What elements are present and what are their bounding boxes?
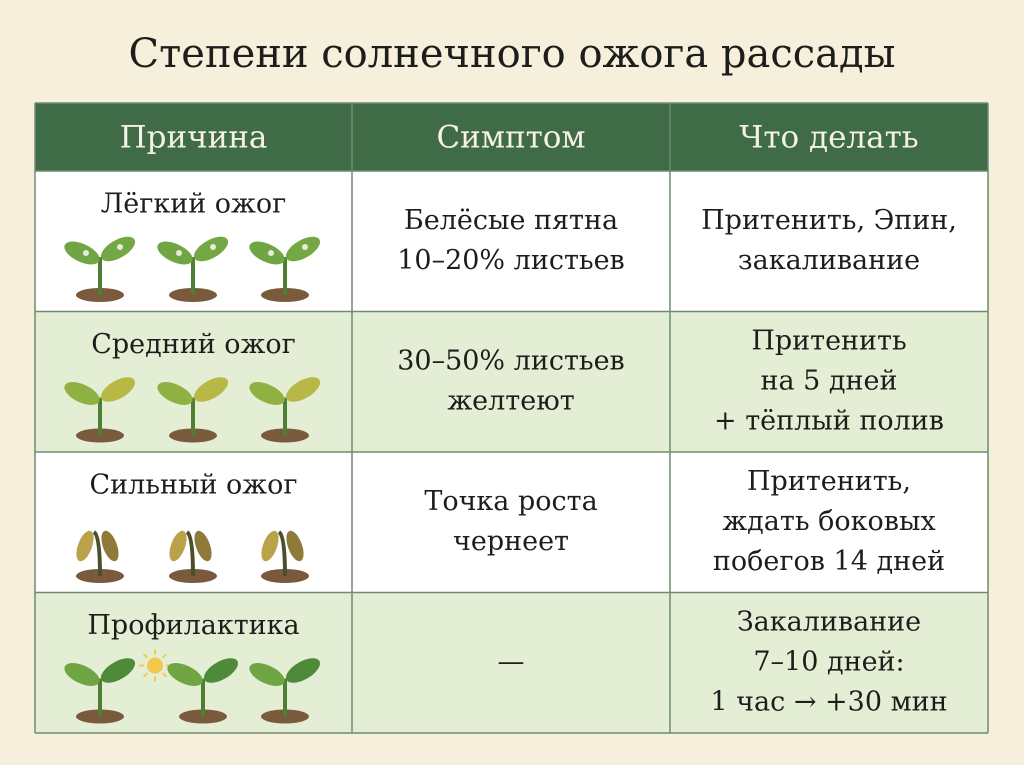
cause-cell: Лёгкий ожог — [101, 189, 287, 220]
sun-ray — [162, 672, 168, 678]
leaf — [285, 658, 321, 683]
seedling-icon — [157, 236, 229, 302]
cause-cell: Средний ожог — [91, 329, 296, 360]
leaf — [76, 530, 94, 562]
action-line: Притенить, Эпин, — [701, 205, 957, 236]
cause-cell: Сильный ожог — [89, 470, 297, 501]
leaf — [249, 663, 285, 686]
action-line: 1 час → +30 мин — [710, 686, 947, 717]
action-line: побегов 14 дней — [713, 546, 945, 577]
leaf — [100, 658, 136, 683]
seedling-icon — [157, 377, 229, 443]
symptom-line: желтеют — [447, 385, 574, 416]
symptom-line: Белёсые пятна — [404, 205, 618, 236]
leaf — [286, 530, 304, 562]
leaf — [167, 663, 203, 686]
sun-ray — [142, 672, 148, 678]
sun — [147, 657, 163, 674]
stem — [92, 530, 102, 577]
seedling-icon — [249, 377, 321, 443]
cause-cell: Профилактика — [87, 610, 299, 641]
header-cell: Что делать — [739, 120, 918, 156]
stem — [185, 530, 195, 577]
seedling-icon — [249, 658, 321, 724]
header-cell: Симптом — [436, 120, 585, 156]
symptom-line: Точка роста — [424, 486, 597, 517]
leaf — [157, 382, 193, 405]
page-title: Степени солнечного ожога рассады — [129, 31, 896, 77]
leaf-spot — [210, 244, 216, 250]
symptom-line: чернеет — [453, 526, 569, 557]
seedling-icon — [261, 530, 309, 583]
action-line: Закаливание — [737, 606, 921, 637]
leaf — [64, 241, 100, 265]
sun-ray — [142, 653, 148, 659]
action-line: закаливание — [738, 245, 920, 276]
action-line: + тёплый полив — [714, 405, 944, 436]
seedling-icon — [249, 236, 321, 302]
symptom-line: — — [498, 646, 525, 677]
action-line: 7–10 дней: — [753, 646, 904, 677]
action-line: Притенить — [751, 325, 906, 356]
leaf — [194, 530, 212, 562]
leaf-spot — [117, 244, 123, 250]
leaf — [203, 658, 239, 683]
leaf — [100, 377, 136, 402]
leaf-spot — [268, 250, 274, 256]
leaf — [285, 377, 321, 402]
symptom-line: 10–20% листьев — [397, 245, 625, 276]
leaf — [169, 530, 187, 562]
action-line: Притенить, — [747, 466, 911, 497]
header-row — [35, 103, 988, 171]
stem — [277, 530, 287, 577]
leaf — [249, 382, 285, 405]
seedling-icon — [76, 530, 124, 583]
table-row — [35, 592, 988, 733]
leaf — [157, 241, 193, 265]
symptom-line: 30–50% листьев — [397, 345, 625, 376]
sun-ray — [162, 653, 168, 659]
seedling-icon — [64, 658, 136, 724]
action-line: на 5 дней — [760, 365, 897, 396]
leaf — [64, 663, 100, 686]
seedling-icon — [64, 377, 136, 443]
sun-icon — [139, 649, 171, 682]
seedling-icon — [167, 658, 239, 724]
leaf-spot — [302, 244, 308, 250]
leaf-spot — [176, 250, 182, 256]
seedling-icon — [169, 530, 217, 583]
leaf — [101, 530, 119, 562]
table: Причина Симптом Что делать Лёгкий ожог Белёс… — [34, 102, 989, 734]
header-cell: Причина — [120, 120, 268, 156]
leaf — [261, 530, 279, 562]
leaf-spot — [83, 250, 89, 256]
leaf — [249, 241, 285, 265]
leaf — [193, 377, 229, 402]
action-line: ждать боковых — [722, 506, 935, 537]
leaf — [64, 382, 100, 405]
seedling-icon — [64, 236, 136, 302]
